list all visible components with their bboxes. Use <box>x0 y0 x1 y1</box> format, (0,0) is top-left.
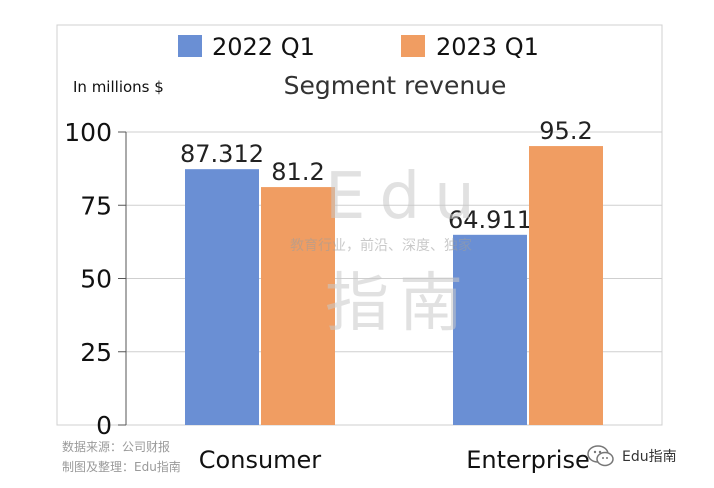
data-label: 87.312 <box>180 140 264 168</box>
legend-label-2023: 2023 Q1 <box>436 33 539 61</box>
y-tick-label: 0 <box>96 411 112 440</box>
source-note: 数据来源：公司财报 <box>62 440 171 454</box>
x-tick-label: Consumer <box>199 446 322 474</box>
y-axis-label: In millions $ <box>73 78 164 96</box>
y-tick-label: 25 <box>80 338 112 367</box>
y-tick-label: 50 <box>80 265 112 294</box>
legend-swatch-2023 <box>401 35 425 57</box>
watermark-chars: 指南 <box>325 267 473 341</box>
data-label: 81.2 <box>271 158 324 186</box>
bar-2023-q1-consumer <box>261 187 335 425</box>
author-note: 制图及整理：Edu指南 <box>62 460 181 474</box>
chart-title: Segment revenue <box>284 71 507 100</box>
bar-2022-q1-consumer <box>185 169 259 425</box>
x-tick-label: Enterprise <box>466 446 589 474</box>
wechat-icon <box>587 445 614 467</box>
legend-label-2022: 2022 Q1 <box>212 33 315 61</box>
y-tick-label: 75 <box>80 191 112 220</box>
y-tick-label: 100 <box>64 118 112 147</box>
data-label: 95.2 <box>539 117 592 145</box>
watermark: Edu 教育行业，前沿、深度、独家 指南 <box>290 160 489 341</box>
bar-2022-q1-enterprise <box>453 234 527 425</box>
account-badge: Edu指南 <box>586 444 677 468</box>
data-label: 64.911 <box>448 206 532 234</box>
watermark-tagline: 教育行业，前沿、深度、独家 <box>290 237 472 254</box>
account-name: Edu指南 <box>622 449 677 465</box>
bar-2023-q1-enterprise <box>529 146 603 425</box>
watermark-brand: Edu <box>325 160 489 234</box>
legend-swatch-2022 <box>178 35 202 57</box>
